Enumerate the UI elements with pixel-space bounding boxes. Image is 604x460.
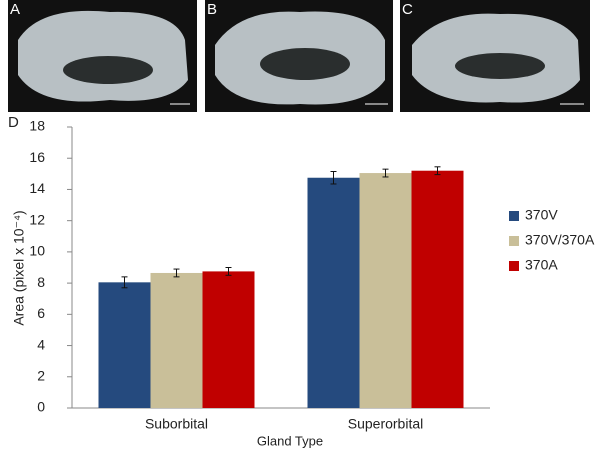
bar: [307, 177, 360, 408]
y-tick-label: 2: [37, 367, 45, 383]
bar: [202, 271, 255, 408]
bar: [359, 173, 412, 408]
error-bar: [225, 267, 232, 276]
error-bar: [382, 168, 389, 178]
y-tick-label: 10: [29, 243, 45, 259]
y-tick-label: 14: [29, 180, 45, 196]
photo-b: [205, 0, 393, 112]
legend-label: 370V/370A: [525, 232, 595, 248]
y-tick-label: 8: [37, 274, 45, 290]
y-tick-label: 0: [37, 399, 45, 415]
legend-swatch: [509, 236, 519, 246]
error-bar: [121, 276, 128, 289]
y-tick-label: 12: [29, 211, 45, 227]
legend-label: 370V: [525, 207, 558, 223]
y-axis-label: Area (pixel x 10⁻⁴): [11, 210, 27, 325]
y-tick-label: 6: [37, 305, 45, 321]
legend-swatch: [509, 261, 519, 271]
panel-label: A: [10, 1, 20, 18]
y-tick-label: 18: [29, 118, 45, 134]
error-bar: [330, 170, 337, 185]
x-axis-label: Gland Type: [257, 433, 323, 448]
bar: [98, 282, 151, 408]
error-bar: [434, 166, 441, 176]
panel-label: D: [8, 114, 19, 131]
legend-label: 370A: [525, 257, 558, 273]
legend-swatch: [509, 211, 519, 221]
bar: [150, 272, 203, 408]
error-bar: [173, 268, 180, 278]
photo-a: [8, 0, 197, 112]
panel-label: C: [402, 1, 413, 18]
y-tick-label: 16: [29, 149, 45, 165]
photo-c: [400, 0, 590, 112]
bar: [411, 170, 464, 408]
x-tick-label: Suborbital: [145, 416, 208, 432]
x-tick-label: Superorbital: [348, 416, 424, 432]
panel-label: B: [207, 1, 217, 18]
y-tick-label: 4: [37, 336, 45, 352]
